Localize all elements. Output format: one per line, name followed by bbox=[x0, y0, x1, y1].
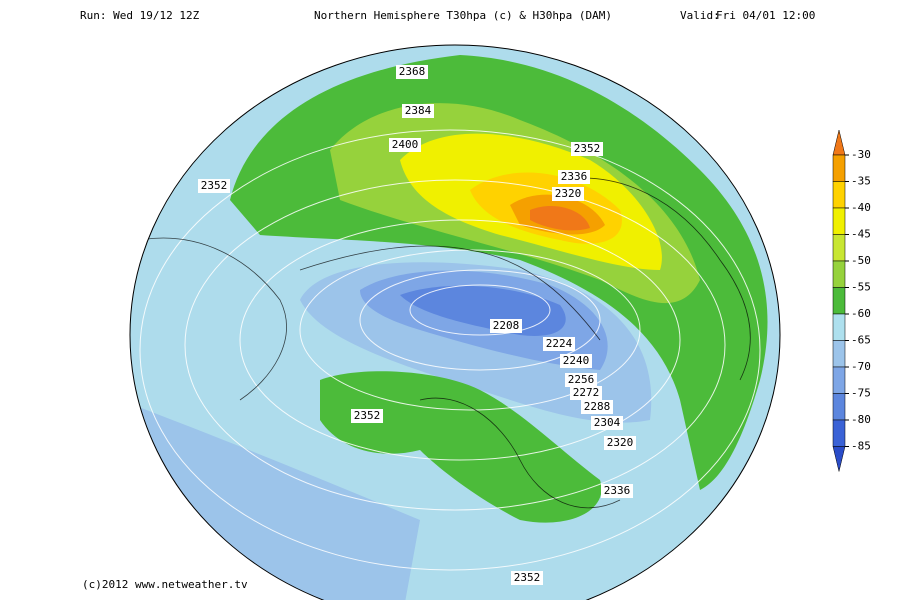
legend-tick-label: -85 bbox=[851, 440, 871, 453]
legend-tick-label: -70 bbox=[851, 360, 871, 373]
contour-label-box bbox=[565, 373, 597, 387]
contour-label: 2352 bbox=[198, 179, 230, 193]
contour-label: 2352 bbox=[511, 571, 543, 585]
contour-label: 2288 bbox=[581, 400, 613, 414]
legend-band bbox=[832, 340, 846, 368]
contour-label: 2352 bbox=[571, 142, 603, 156]
contour-label-text: 2400 bbox=[392, 138, 419, 151]
contour-label-text: 2336 bbox=[604, 484, 631, 497]
legend-band bbox=[832, 207, 846, 235]
contour-label-box bbox=[543, 337, 575, 351]
contour-label-box bbox=[490, 319, 522, 333]
contour-label-box bbox=[511, 571, 543, 585]
contour-label-box bbox=[560, 354, 592, 368]
contour-label-box bbox=[604, 436, 636, 450]
legend-band bbox=[832, 419, 846, 447]
legend-arrow bbox=[832, 129, 846, 156]
contour-label-text: 2208 bbox=[493, 319, 520, 332]
contour-label-text: 2288 bbox=[584, 400, 611, 413]
contour-label: 2320 bbox=[604, 436, 636, 450]
legend-arrow bbox=[832, 446, 846, 472]
contour-label: 2352 bbox=[351, 409, 383, 423]
contour-label-text: 2256 bbox=[568, 373, 595, 386]
contour-label-box bbox=[552, 187, 584, 201]
contour-label-text: 2384 bbox=[405, 104, 432, 117]
contour-label-text: 2352 bbox=[354, 409, 381, 422]
globe-outline bbox=[129, 44, 781, 600]
contour-label-text: 2368 bbox=[399, 65, 426, 78]
legend-band bbox=[832, 234, 846, 262]
contour-label-text: 2352 bbox=[514, 571, 541, 584]
legend-band bbox=[832, 154, 846, 182]
height-contours bbox=[139, 129, 761, 571]
legend-band bbox=[832, 260, 846, 288]
legend-band bbox=[832, 313, 846, 341]
contour-label-box bbox=[402, 104, 434, 118]
contour-label-box bbox=[581, 400, 613, 414]
warm-region bbox=[320, 371, 602, 523]
legend-tick-label: -30 bbox=[851, 148, 871, 161]
contour-label-text: 2352 bbox=[574, 142, 601, 155]
contour-label-text: 2320 bbox=[555, 187, 582, 200]
map-title: Northern Hemisphere T30hpa (c) & H30hpa … bbox=[314, 9, 612, 22]
legend-tick-label: -65 bbox=[851, 334, 871, 347]
contour-label-text: 2320 bbox=[607, 436, 634, 449]
contour-label: 2384 bbox=[402, 104, 434, 118]
contour-label: 2224 bbox=[543, 337, 575, 351]
contour-label: 2336 bbox=[601, 484, 633, 498]
valid-time: Fri 04/01 12:00 bbox=[716, 9, 815, 22]
legend-tick-label: -55 bbox=[851, 281, 871, 294]
contour-label: 2400 bbox=[389, 138, 421, 152]
globe bbox=[130, 45, 780, 600]
legend-tick-label: -80 bbox=[851, 413, 871, 426]
legend-tick-label: -45 bbox=[851, 228, 871, 241]
contour-label: 2368 bbox=[396, 65, 428, 79]
contour-label-box bbox=[571, 142, 603, 156]
credit: (c)2012 www.netweather.tv bbox=[82, 578, 248, 591]
legend-band bbox=[832, 181, 846, 209]
contour-label-text: 2352 bbox=[201, 179, 228, 192]
legend-band bbox=[832, 393, 846, 421]
contour-label-text: 2336 bbox=[561, 170, 588, 183]
contour-label-box bbox=[389, 138, 421, 152]
contour-label: 2304 bbox=[591, 416, 623, 430]
contour-label-box bbox=[351, 409, 383, 423]
contour-label-text: 2272 bbox=[573, 386, 600, 399]
warm-core bbox=[530, 206, 590, 231]
contour-label: 2240 bbox=[560, 354, 592, 368]
legend-tick-label: -75 bbox=[851, 387, 871, 400]
coastlines bbox=[139, 177, 751, 509]
legend-band bbox=[832, 287, 846, 315]
contour-label-box bbox=[396, 65, 428, 79]
contour-label-box bbox=[558, 170, 590, 184]
cold-core bbox=[400, 285, 566, 336]
valid-prefix: Valid: bbox=[680, 9, 720, 22]
legend-tick-label: -60 bbox=[851, 307, 871, 320]
run-label: Run: Wed 19/12 12Z bbox=[80, 9, 200, 22]
contour-label: 2272 bbox=[570, 386, 602, 400]
contour-label: 2208 bbox=[490, 319, 522, 333]
legend-tick-label: -40 bbox=[851, 201, 871, 214]
legend-tick-label: -35 bbox=[851, 175, 871, 188]
contour-label-text: 2224 bbox=[546, 337, 573, 350]
legend-tick-label: -50 bbox=[851, 254, 871, 267]
contour-label: 2256 bbox=[565, 373, 597, 387]
contour-label-box bbox=[198, 179, 230, 193]
contour-label-text: 2240 bbox=[563, 354, 590, 367]
contour-label: 2336 bbox=[558, 170, 590, 184]
contour-label-box bbox=[570, 386, 602, 400]
contour-label-box bbox=[601, 484, 633, 498]
contour-label-box bbox=[591, 416, 623, 430]
contour-label: 2320 bbox=[552, 187, 584, 201]
legend-band bbox=[832, 366, 846, 394]
contour-label-text: 2304 bbox=[594, 416, 621, 429]
